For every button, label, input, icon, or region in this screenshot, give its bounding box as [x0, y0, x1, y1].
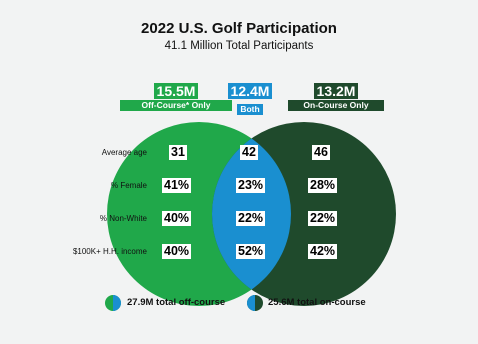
chart-title: 2022 U.S. Golf Participation	[141, 20, 337, 37]
on-course-average-age: 46	[312, 145, 330, 160]
off-course-non-white: 40%	[162, 211, 192, 226]
both-header: 12.4M Both	[222, 83, 278, 116]
row-label-income: $100K+ H.H. income	[72, 247, 147, 256]
both-average-age: 42	[240, 145, 258, 160]
off-course-average-age: 31	[169, 145, 187, 160]
chart-subtitle: 41.1 Million Total Participants	[164, 40, 314, 52]
on-course-label: On-Course Only	[288, 100, 384, 111]
off-course-value: 15.5M	[153, 83, 199, 99]
on-course-header: 13.2M On-Course Only	[288, 83, 384, 111]
both-non-white: 22%	[236, 211, 266, 226]
on-course-non-white: 22%	[308, 211, 338, 226]
on-course-income: 42%	[308, 244, 338, 259]
both-income: 52%	[236, 244, 266, 259]
both-female: 23%	[236, 178, 266, 193]
both-overlap-region	[212, 122, 291, 306]
off-course-female: 41%	[162, 178, 192, 193]
off-course-legend-label: 27.9M total off-course	[127, 297, 226, 308]
on-course-value: 13.2M	[313, 83, 359, 99]
off-course-label: Off-Course* Only	[120, 100, 232, 111]
on-course-legend-label: 25.6M total on-course	[268, 297, 366, 308]
off-course-legend-icon	[105, 295, 121, 311]
row-label-non-white: % Non-White	[99, 214, 147, 223]
row-label-average-age: Average age	[101, 148, 147, 157]
off-course-header: 15.5M Off-Course* Only	[120, 83, 232, 111]
row-label-female: % Female	[110, 181, 147, 190]
on-course-legend-icon	[247, 295, 263, 311]
both-label: Both	[237, 104, 263, 115]
off-course-income: 40%	[162, 244, 192, 259]
both-value: 12.4M	[227, 83, 273, 99]
on-course-female: 28%	[308, 178, 338, 193]
